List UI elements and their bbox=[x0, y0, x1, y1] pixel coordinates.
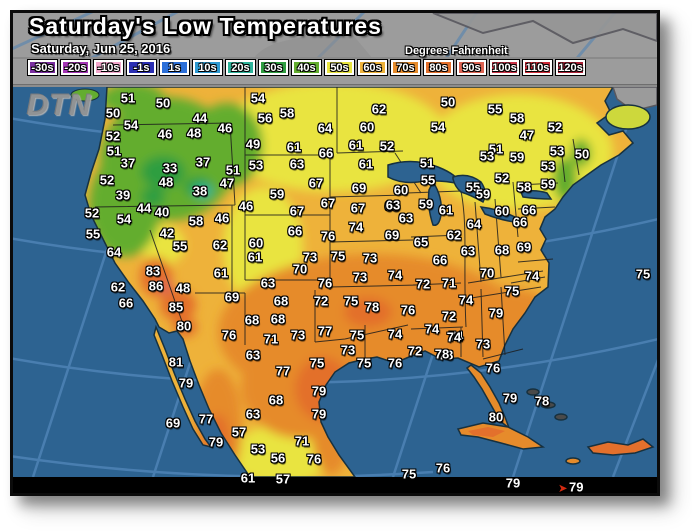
legend-item-110s: 110s bbox=[522, 59, 553, 76]
map-bottom-bar bbox=[13, 477, 657, 493]
map-date: Saturday, Jun 25, 2016 bbox=[31, 41, 171, 56]
dtn-logo: DTN bbox=[27, 89, 92, 122]
legend-item-90s: 90s bbox=[456, 59, 487, 76]
temperature-legend: -30s -20s -10s -1s 1s 10s 20s 30s 40s 50s 60s 70s 80… bbox=[27, 59, 586, 79]
legend-item-80s: 80s bbox=[423, 59, 454, 76]
map-title: Saturday's Low Temperatures bbox=[29, 13, 382, 39]
units-label: Degrees Fahrenheit bbox=[405, 45, 508, 57]
weather-map-art bbox=[13, 87, 657, 477]
header-separator bbox=[13, 84, 657, 88]
legend-item-60s: 60s bbox=[357, 59, 388, 76]
legend-item-1s: 1s bbox=[159, 59, 190, 76]
legend-item-40s: 40s bbox=[291, 59, 322, 76]
legend-item-50s: 50s bbox=[324, 59, 355, 76]
map-panel: Saturday's Low Temperatures Saturday, Ju… bbox=[10, 10, 660, 496]
map-canvas[interactable] bbox=[13, 87, 657, 477]
legend-item--30s: -30s bbox=[27, 59, 58, 76]
legend-item--1s: -1s bbox=[126, 59, 157, 76]
map-header: Saturday's Low Temperatures Saturday, Ju… bbox=[13, 13, 657, 59]
header-backdrop-art bbox=[13, 13, 657, 59]
legend-item-120s: 120s bbox=[555, 59, 586, 76]
legend-item-30s: 30s bbox=[258, 59, 289, 76]
legend-item-20s: 20s bbox=[225, 59, 256, 76]
legend-item-100s: 100s bbox=[489, 59, 520, 76]
map-panel-inner: Saturday's Low Temperatures Saturday, Ju… bbox=[13, 13, 657, 493]
legend-item-70s: 70s bbox=[390, 59, 421, 76]
legend-item--20s: -20s bbox=[60, 59, 91, 76]
legend-item--10s: -10s bbox=[93, 59, 124, 76]
legend-item-10s: 10s bbox=[192, 59, 223, 76]
